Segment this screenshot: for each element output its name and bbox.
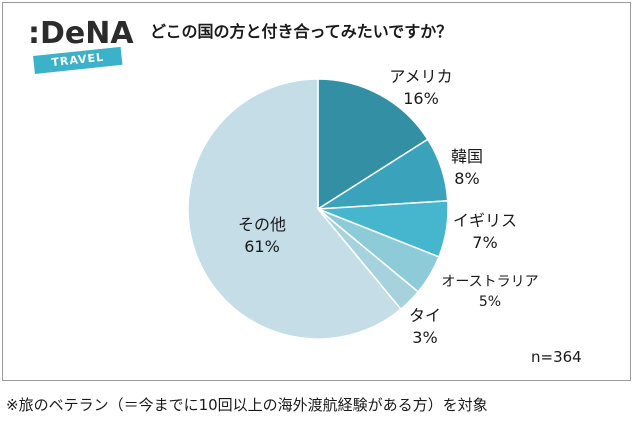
sample-size: n=364 — [531, 348, 582, 366]
slice-percent: 16% — [403, 89, 439, 108]
slice-name: オーストラリア — [441, 274, 539, 290]
slice-percent: 7% — [472, 233, 498, 252]
footnote: ※旅のベテラン（＝今までに10回以上の海外渡航経験がある方）を対象 — [6, 396, 488, 414]
slice-name: 韓国 — [450, 147, 484, 166]
slice-name: タイ — [408, 306, 442, 325]
slice-percent: 61% — [244, 237, 280, 256]
slice-label-korea: 韓国 8% — [451, 146, 483, 190]
slice-label-thailand: タイ 3% — [409, 305, 441, 349]
slice-name: イギリス — [452, 211, 518, 230]
dena-travel-logo: :DeNA TRAVEL — [28, 16, 134, 82]
pie-slice-other — [187, 78, 402, 340]
slice-percent: 8% — [454, 169, 480, 188]
slice-label-australia: オーストラリア 5% — [441, 272, 538, 312]
chart-title: どこの国の方と付き合ってみたいですか？ — [150, 22, 453, 41]
pie-slice-america — [317, 78, 429, 211]
slice-percent: 5% — [478, 294, 502, 310]
logo-wordmark: :DeNA — [28, 16, 134, 51]
slice-name: アメリカ — [389, 67, 453, 86]
slice-percent: 3% — [412, 328, 438, 347]
slice-label-america: アメリカ 16% — [389, 66, 452, 110]
slice-label-uk: イギリス 7% — [453, 210, 517, 254]
pie-slices — [187, 78, 449, 340]
slice-label-other: その他 61% — [238, 214, 286, 258]
slice-name: その他 — [237, 215, 287, 234]
